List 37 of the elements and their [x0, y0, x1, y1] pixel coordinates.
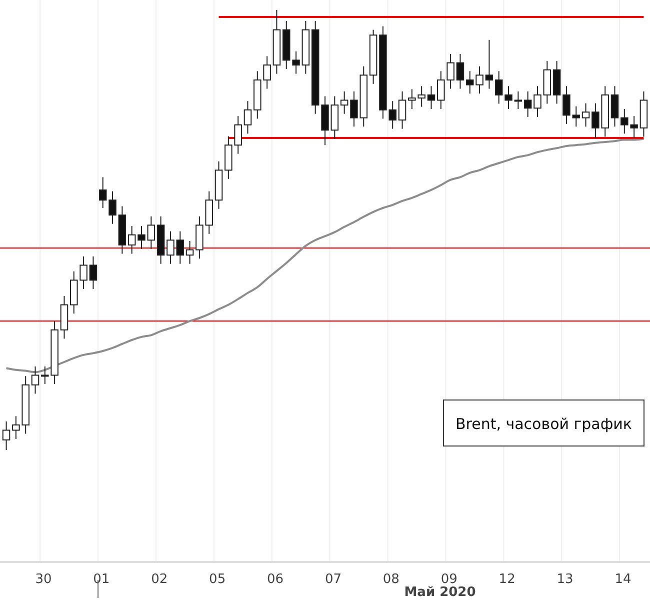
candlestick: [340, 90, 348, 114]
annotation: Brent, часовой график: [455, 415, 632, 433]
x-tick-label: 07: [324, 572, 342, 588]
x-tick-label: 05: [209, 572, 226, 588]
candlestick: [582, 102, 590, 128]
candlestick: [456, 54, 464, 90]
x-tick-label: 13: [556, 572, 574, 588]
x-tick-label: 09: [440, 572, 458, 588]
candlestick: [138, 226, 146, 250]
x-tick-label: 06: [266, 572, 284, 588]
candlestick: [244, 100, 252, 134]
candlestick: [514, 90, 522, 110]
x-tick-label: 30: [35, 572, 52, 588]
candlestick: [534, 86, 542, 118]
x-tick-label: 01: [93, 572, 110, 588]
candlestick: [292, 50, 300, 74]
x-tick-label: 14: [614, 572, 632, 588]
candlestick: [89, 256, 98, 290]
x-tick-label: 12: [498, 572, 516, 588]
x-axis-title: Май 2020: [404, 585, 476, 600]
candlestick: [485, 39, 494, 90]
candlestick: [494, 70, 503, 104]
candlestick: [504, 86, 512, 110]
candlestick: [610, 86, 619, 128]
candlestick: [186, 240, 194, 264]
candlestick: [2, 420, 10, 450]
candlestick: [350, 90, 358, 128]
candlestick: [31, 366, 40, 394]
candlestick: [98, 176, 107, 208]
candlestick: [108, 190, 116, 224]
x-tick-label: 08: [382, 572, 400, 588]
candlestick: [427, 86, 436, 110]
candlestick: [398, 90, 406, 130]
candlestick: [524, 90, 532, 118]
x-tick-label: 02: [151, 572, 168, 588]
candlestick: [147, 216, 156, 250]
candlestick: [128, 226, 136, 254]
